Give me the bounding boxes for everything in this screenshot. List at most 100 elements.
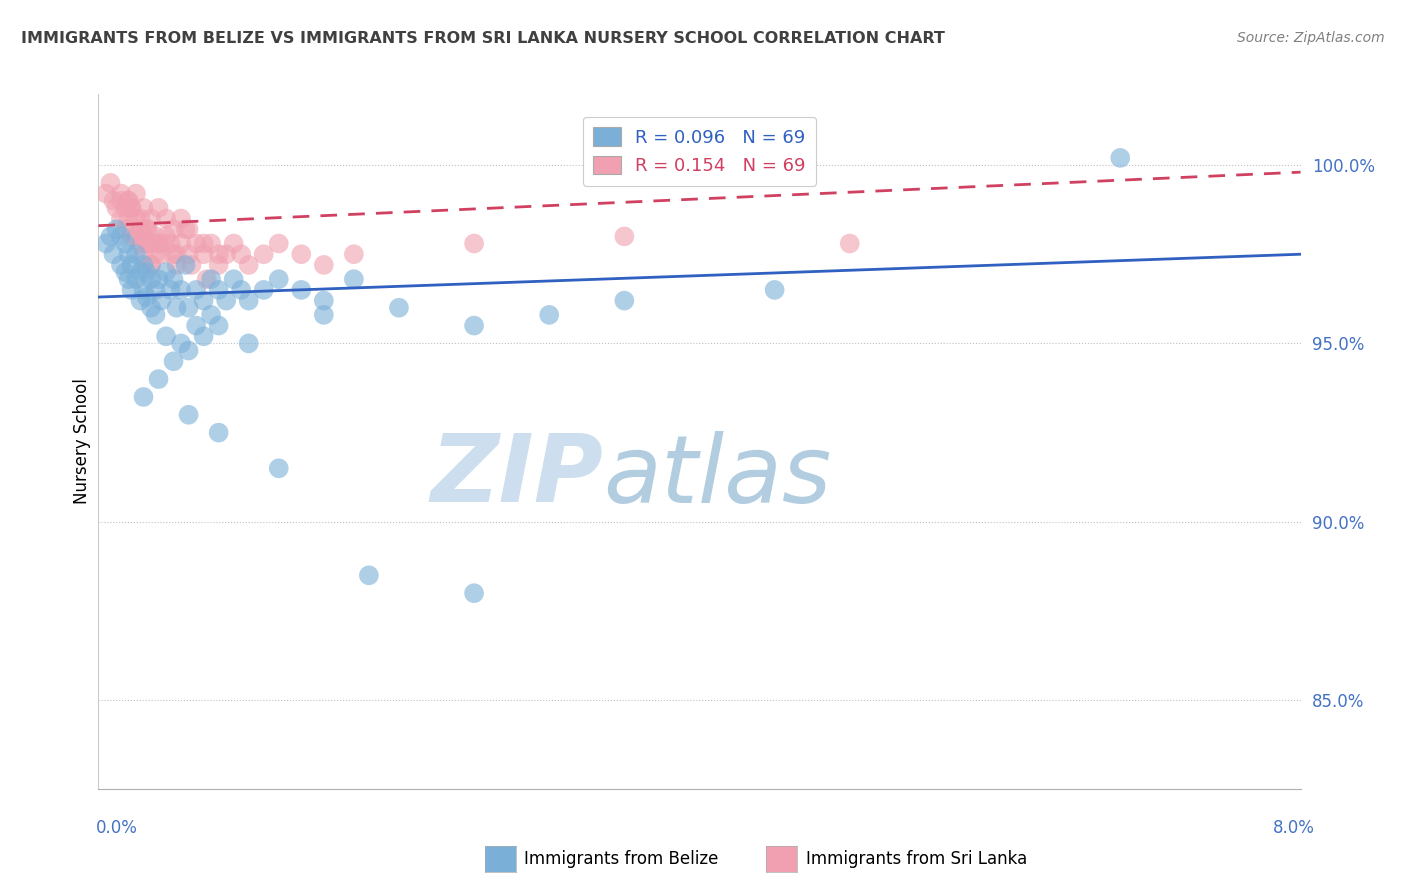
Point <box>267 236 290 251</box>
Point <box>125 272 148 286</box>
Point <box>135 265 157 279</box>
Point <box>613 229 636 244</box>
Point <box>180 258 202 272</box>
Point <box>267 461 290 475</box>
Point <box>117 247 139 261</box>
Point <box>200 272 222 286</box>
Point <box>117 194 139 208</box>
Point <box>129 293 152 308</box>
Point <box>135 290 157 304</box>
Point <box>105 201 128 215</box>
Point <box>150 293 173 308</box>
Point <box>312 258 335 272</box>
Point <box>162 354 184 368</box>
Point <box>193 236 215 251</box>
Point <box>238 293 260 308</box>
Text: ZIP: ZIP <box>430 430 603 523</box>
Point <box>114 265 136 279</box>
Point <box>463 586 485 600</box>
Point <box>155 211 177 226</box>
Point <box>114 201 136 215</box>
Point <box>538 308 561 322</box>
Point <box>121 201 143 215</box>
Point <box>174 258 197 272</box>
Point <box>763 283 786 297</box>
Point <box>139 258 162 272</box>
Point <box>139 211 162 226</box>
Point <box>253 283 276 297</box>
Point <box>125 211 148 226</box>
Point <box>125 229 148 244</box>
Point <box>159 236 181 251</box>
Point <box>110 258 132 272</box>
Point <box>177 301 200 315</box>
Point <box>132 201 155 215</box>
Point <box>129 265 152 279</box>
Point <box>145 229 167 244</box>
Point <box>150 247 173 261</box>
Point <box>222 272 245 286</box>
Point <box>100 176 122 190</box>
Point <box>121 229 143 244</box>
Point <box>114 222 136 236</box>
Point <box>117 194 139 208</box>
Point <box>195 272 218 286</box>
Point <box>238 258 260 272</box>
Point <box>110 229 132 244</box>
Point <box>162 272 184 286</box>
Point <box>208 258 231 272</box>
Point <box>166 301 188 315</box>
Point <box>184 318 207 333</box>
Point <box>159 283 181 297</box>
Point <box>148 236 170 251</box>
Point <box>177 343 200 358</box>
Point <box>208 283 231 297</box>
Point <box>208 247 231 261</box>
Point <box>177 247 200 261</box>
Text: atlas: atlas <box>603 431 831 522</box>
Point <box>114 236 136 251</box>
Point <box>162 222 184 236</box>
Point <box>139 236 162 251</box>
Point <box>222 236 245 251</box>
Point <box>193 247 215 261</box>
Point <box>231 247 253 261</box>
Point <box>148 272 170 286</box>
Point <box>121 201 143 215</box>
Point <box>312 308 335 322</box>
Point <box>208 318 231 333</box>
Y-axis label: Nursery School: Nursery School <box>73 378 91 505</box>
Point <box>312 293 335 308</box>
Text: 0.0%: 0.0% <box>96 819 138 837</box>
Point <box>100 229 122 244</box>
Point <box>170 283 193 297</box>
Point <box>117 272 139 286</box>
Point <box>129 211 152 226</box>
Point <box>838 236 860 251</box>
Point <box>94 236 117 251</box>
Point <box>238 336 260 351</box>
Point <box>463 236 485 251</box>
Point <box>129 236 152 251</box>
Point <box>174 222 197 236</box>
Point <box>200 308 222 322</box>
Point <box>145 283 167 297</box>
Point <box>357 568 380 582</box>
Point <box>129 222 152 236</box>
Point <box>170 211 193 226</box>
Point <box>121 283 143 297</box>
Point <box>132 258 155 272</box>
Point <box>166 258 188 272</box>
Point <box>117 211 139 226</box>
Point <box>132 283 155 297</box>
Point <box>215 247 238 261</box>
Point <box>162 247 184 261</box>
Text: Immigrants from Sri Lanka: Immigrants from Sri Lanka <box>806 850 1026 868</box>
Text: 8.0%: 8.0% <box>1272 819 1315 837</box>
Point <box>231 283 253 297</box>
Point <box>135 236 157 251</box>
Point <box>139 301 162 315</box>
Point <box>170 236 193 251</box>
Point <box>148 201 170 215</box>
Point <box>155 265 177 279</box>
